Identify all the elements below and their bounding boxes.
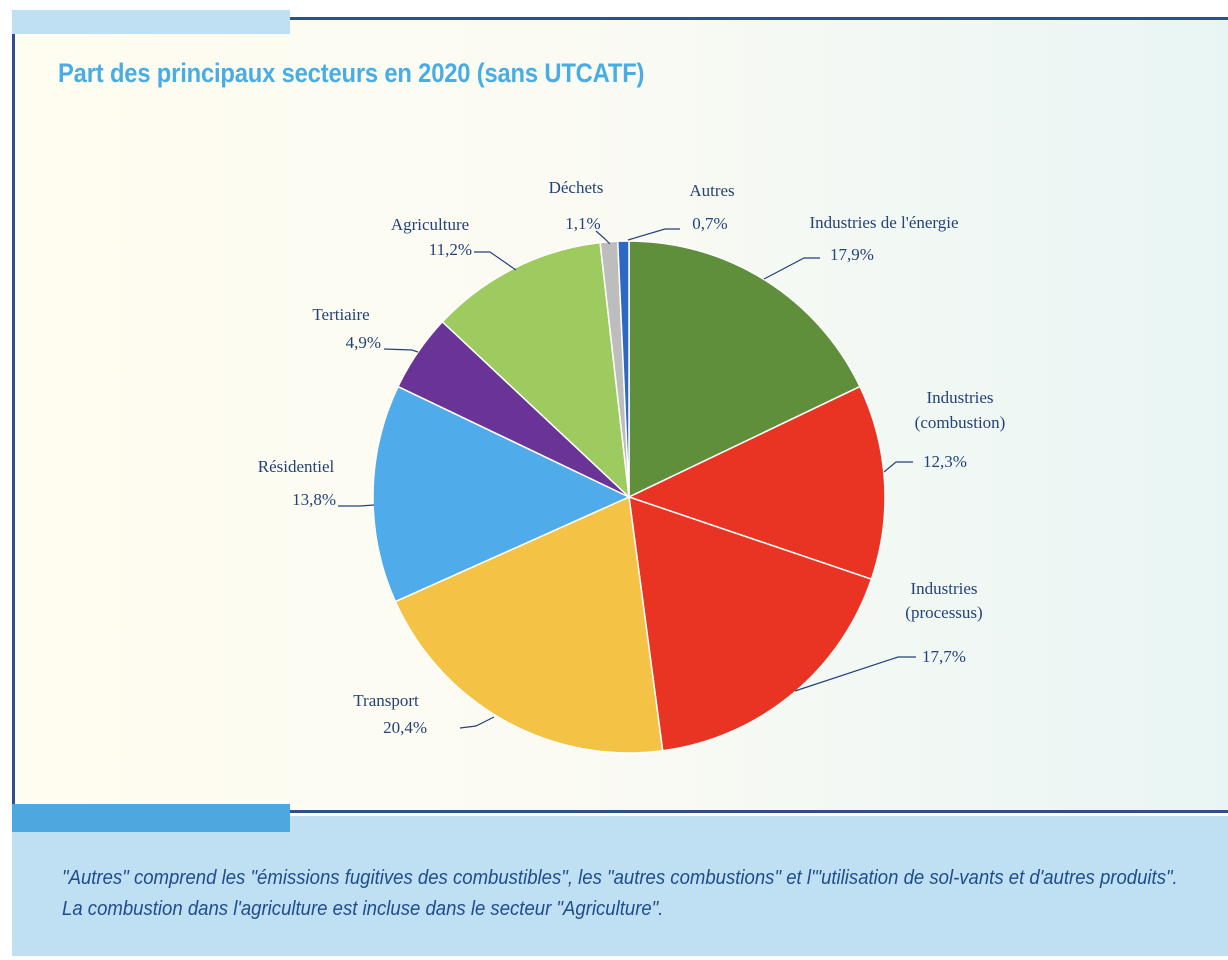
slice-name-agriculture: Agriculture — [391, 215, 469, 234]
slice-value-industries-processus: 17,7% — [922, 647, 966, 666]
slice-name-industries-energie: Industries de l'énergie — [809, 213, 958, 232]
slice-value-agriculture: 11,2% — [429, 240, 472, 259]
leader-line — [383, 348, 419, 353]
pie-slice-industries-processus — [628, 495, 873, 752]
slice-value-industries-energie: 17,9% — [830, 245, 874, 264]
slice-value-autres: 0,7% — [692, 214, 727, 233]
slice-value-transport: 20,4% — [383, 718, 427, 737]
pie-slice-résidentiel — [372, 385, 631, 603]
footer-accent-tab — [12, 804, 290, 832]
slice-name-autres: Autres — [689, 181, 734, 200]
header-accent-tab — [12, 10, 290, 34]
slice-name-industries-combustion-line2: (combustion) — [915, 413, 1006, 432]
footnote-box: "Autres" comprend les "émissions fugitiv… — [12, 816, 1228, 956]
slice-name-residentiel: Résidentiel — [258, 457, 335, 476]
chart-title: Part des principaux secteurs en 2020 (sa… — [58, 58, 645, 88]
pie-slice-transport — [394, 495, 664, 754]
leader-line — [474, 251, 517, 271]
leader-line — [883, 461, 913, 473]
slice-name-tertiaire: Tertiaire — [312, 305, 369, 324]
footnote-text: "Autres" comprend les "émissions fugitiv… — [62, 866, 1178, 920]
leader-line — [595, 230, 611, 245]
slice-value-industries-combustion: 12,3% — [923, 452, 967, 471]
slice-value-residentiel: 13,8% — [292, 490, 336, 509]
pie-slice-industries-de-l-énergie — [628, 240, 861, 499]
leader-line — [763, 257, 820, 280]
slice-value-tertiaire: 4,9% — [346, 333, 381, 352]
pie-slice-industries-combustion — [627, 385, 886, 581]
slice-value-dechets: 1,1% — [565, 214, 600, 233]
slice-name-industries-processus-line1: Industries — [910, 579, 977, 598]
leader-line — [794, 656, 916, 692]
slice-name-industries-combustion-line1: Industries — [926, 388, 993, 407]
slice-name-transport: Transport — [353, 691, 419, 710]
leader-line — [338, 504, 375, 507]
slice-name-industries-processus-line2: (processus) — [905, 603, 982, 622]
leader-line — [459, 716, 495, 729]
slice-name-dechets: Déchets — [549, 178, 604, 197]
pie-slice-autres — [616, 240, 630, 498]
leader-line — [627, 228, 680, 241]
